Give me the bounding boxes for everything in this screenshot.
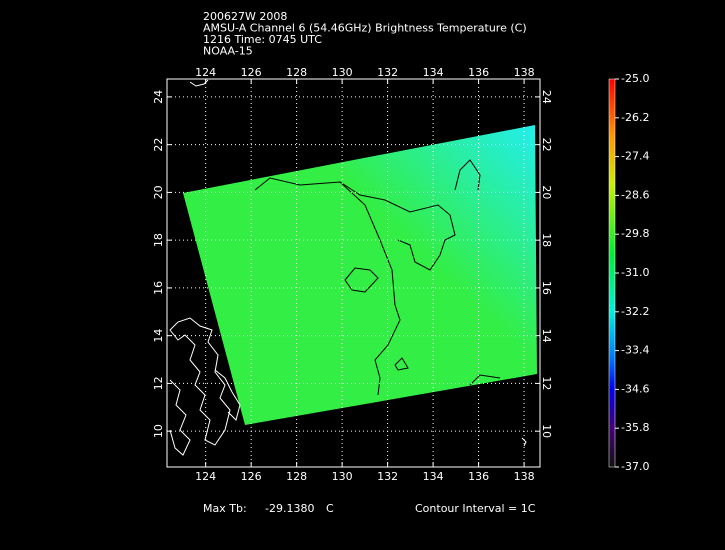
title-line: AMSU-A Channel 6 (54.46GHz) Brightness T…	[203, 22, 527, 35]
lon-label: 130	[332, 66, 353, 79]
lon-label: 128	[286, 66, 307, 79]
colorbar-label: -34.6	[621, 382, 649, 395]
lon-label: 126	[241, 66, 262, 79]
colorbar-label: -31.0	[621, 266, 649, 279]
coastline	[169, 79, 527, 456]
max-unit: C	[326, 502, 334, 515]
lon-label: 134	[423, 470, 444, 483]
lat-label: 12	[152, 376, 165, 390]
colorbar-label: -35.8	[621, 421, 649, 434]
lon-label: 130	[332, 470, 353, 483]
colorbar-label: -29.8	[621, 227, 649, 240]
map-frame	[166, 78, 541, 468]
lon-label: 138	[514, 470, 535, 483]
lat-label: 18	[540, 233, 553, 247]
lon-label: 132	[377, 470, 398, 483]
lat-label: 22	[152, 138, 165, 152]
title-line: 200627W 2008	[203, 10, 287, 23]
lon-label: 124	[195, 66, 216, 79]
lat-label: 14	[540, 329, 553, 343]
colorbar-label: -26.2	[621, 111, 649, 124]
lat-label: 24	[152, 90, 165, 104]
title-line: NOAA-15	[203, 45, 253, 58]
lon-label: 134	[423, 66, 444, 79]
lon-label: 128	[286, 470, 307, 483]
colorbar	[608, 78, 616, 468]
lat-label: 16	[540, 281, 553, 295]
max-value: -29.1380	[265, 502, 314, 515]
contours	[254, 159, 501, 396]
lon-label: 132	[377, 66, 398, 79]
lat-label: 14	[152, 329, 165, 343]
lat-label: 10	[152, 424, 165, 438]
lat-label: 18	[152, 233, 165, 247]
title-line: 1216 Time: 0745 UTC	[203, 33, 322, 46]
colorbar-label: -33.4	[621, 344, 649, 357]
colorbar-label: -32.2	[621, 305, 649, 318]
colorbar-label: -28.6	[621, 188, 649, 201]
lon-label: 136	[468, 470, 489, 483]
lat-label: 22	[540, 138, 553, 152]
lat-label: 20	[540, 185, 553, 199]
lon-label: 136	[468, 66, 489, 79]
max-label: Max Tb:	[203, 502, 247, 515]
lat-label: 10	[540, 424, 553, 438]
swath	[183, 125, 537, 425]
lon-label: 126	[241, 470, 262, 483]
lat-label: 20	[152, 185, 165, 199]
graticule	[167, 79, 540, 467]
contour-interval: Contour Interval = 1C	[415, 502, 536, 515]
lat-label: 24	[540, 90, 553, 104]
colorbar-label: -27.4	[621, 150, 649, 163]
lat-label: 16	[152, 281, 165, 295]
colorbar-label: -25.0	[621, 72, 649, 85]
colorbar-label: -37.0	[621, 460, 649, 473]
lon-label: 124	[195, 470, 216, 483]
lon-label: 138	[514, 66, 535, 79]
lat-label: 12	[540, 376, 553, 390]
